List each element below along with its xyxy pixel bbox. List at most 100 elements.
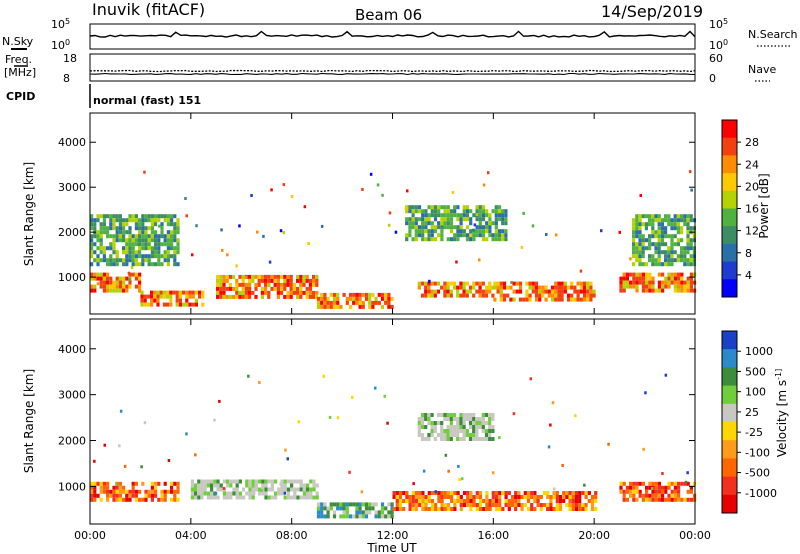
power-echo-cell-7	[160, 230, 164, 235]
power-echo-cell-0	[134, 272, 138, 277]
power-echo-cell-9	[673, 250, 677, 255]
vel-echo-cell-3	[443, 491, 447, 495]
power-echo-cell-9	[692, 262, 696, 267]
vel-echo-cell-2	[316, 510, 321, 515]
vel-echo-cell-3	[574, 491, 579, 495]
power-echo-cell-7	[106, 246, 110, 251]
power-echo-cell-2	[283, 274, 287, 279]
power-echo-cell-9	[648, 238, 652, 243]
vel-echo-cell-4	[472, 425, 476, 429]
vel-echo-cell-3	[491, 491, 495, 495]
power-echo-speck	[226, 253, 229, 257]
power-echo-cell-9	[638, 262, 642, 267]
vel-echo-cell-4	[440, 433, 444, 437]
power-echo-cell-9	[686, 230, 690, 235]
power-echo-cell-8	[494, 221, 498, 226]
power-echo-cell-9	[635, 218, 639, 223]
vel-echo-cell-1	[290, 495, 294, 500]
power-echo-cell-4	[462, 293, 466, 298]
power-echo-cell-4	[424, 281, 428, 286]
power-echo-cell-2	[315, 274, 319, 279]
power-echo-speck	[290, 195, 294, 198]
power-echo-cell-7	[106, 226, 110, 231]
vel-echo-cell-0	[122, 485, 126, 490]
vel-echo-cell-0	[96, 493, 100, 498]
power-echo-cell-9	[638, 242, 642, 247]
vel-echo-cell-0	[170, 489, 174, 494]
power-echo-cell-9	[632, 254, 636, 259]
power-echo-cell-2	[251, 274, 255, 279]
power-echo-cell-0	[106, 280, 110, 285]
vel-echo-cell-3	[453, 507, 457, 511]
power-echo-cell-3	[316, 304, 321, 309]
power-echo-cell-6	[657, 280, 661, 285]
power-echo-cell-9	[686, 242, 690, 247]
vel-echo-speck	[529, 377, 533, 381]
power-echo-cell-9	[670, 246, 674, 251]
power-echo-cell-7	[115, 238, 119, 243]
vel-echo-cell-3	[469, 507, 473, 511]
vel-echo-cell-4	[427, 413, 431, 417]
vel-echo-cell-5	[667, 481, 671, 486]
power-echo-cell-5	[506, 285, 510, 290]
power-echo-cell-5	[502, 281, 507, 286]
power-echo-cell-9	[676, 254, 680, 259]
power-echo-cell-1	[140, 290, 144, 295]
vel-echo-cell-0	[150, 485, 154, 490]
vel-echo-cell-4	[456, 417, 460, 421]
power-echo-cell-1	[150, 302, 154, 307]
power-echo-cell-7	[138, 234, 142, 239]
power-echo-cell-3	[355, 292, 359, 297]
vel-echo-cell-1	[229, 495, 233, 500]
power-echo-cell-8	[494, 229, 498, 234]
power-echo-cell-8	[443, 217, 447, 222]
vel-echo-cell-1	[200, 487, 204, 492]
vel-echo-cell-3	[526, 491, 531, 495]
vel-echo-cell-1	[226, 491, 230, 496]
power-echo-cell-7	[176, 238, 180, 243]
power-echo-cell-0	[93, 288, 97, 293]
power-echo-cell-7	[99, 246, 103, 251]
power-echo-cell-7	[141, 214, 145, 219]
power-echo-cell-5	[493, 285, 497, 290]
vel-echo-cell-1	[312, 495, 316, 500]
power-echo-cell-4	[430, 293, 434, 298]
power-echo-cell-7	[141, 226, 145, 231]
vel-echo-cell-3	[571, 503, 575, 507]
power-echo-cell-2	[299, 286, 303, 291]
power-echo-cell-2	[280, 274, 284, 279]
vel-echo-cell-4	[478, 417, 482, 421]
power-echo-cell-7	[122, 258, 126, 263]
power-echo-cell-7	[157, 214, 161, 219]
vel-echo-cell-0	[163, 493, 167, 498]
vel-echo-cell-1	[216, 479, 220, 484]
power-echo-cell-7	[157, 238, 161, 243]
vel-echo-cell-3	[450, 507, 454, 511]
vel-echo-cell-3	[555, 503, 559, 507]
power-echo-cell-8	[485, 221, 489, 226]
vel-echo-cell-3	[542, 503, 547, 507]
vel-echo-cell-0	[170, 481, 174, 486]
vel-echo-cell-3	[578, 499, 582, 503]
station-title: Inuvik (fitACF)	[92, 0, 205, 19]
power-echo-cell-9	[648, 254, 652, 259]
power-echo-cell-9	[651, 222, 655, 227]
vel-echo-cell-1	[210, 491, 214, 496]
power-echo-cell-5	[550, 297, 555, 302]
power-echo-cell-8	[417, 229, 422, 234]
power-echo-cell-8	[411, 209, 415, 214]
nsky-tick-bottom: 100	[51, 38, 70, 52]
vel-echo-cell-1	[302, 495, 306, 500]
power-echo-cell-7	[131, 238, 135, 243]
vel-echo-cell-1	[315, 495, 319, 500]
vel-echo-cell-3	[421, 495, 425, 499]
vel-echo-cell-1	[270, 487, 274, 492]
vel-echo-speck	[194, 453, 197, 457]
power-echo-cell-9	[660, 234, 664, 239]
power-echo-cell-5	[582, 285, 587, 290]
vel-echo-cell-4	[446, 425, 450, 429]
power-echo-cell-5	[522, 297, 526, 302]
vel-echo-cell-3	[571, 495, 575, 499]
vel-echo-cell-3	[574, 503, 579, 507]
power-echo-cell-4	[456, 289, 460, 294]
